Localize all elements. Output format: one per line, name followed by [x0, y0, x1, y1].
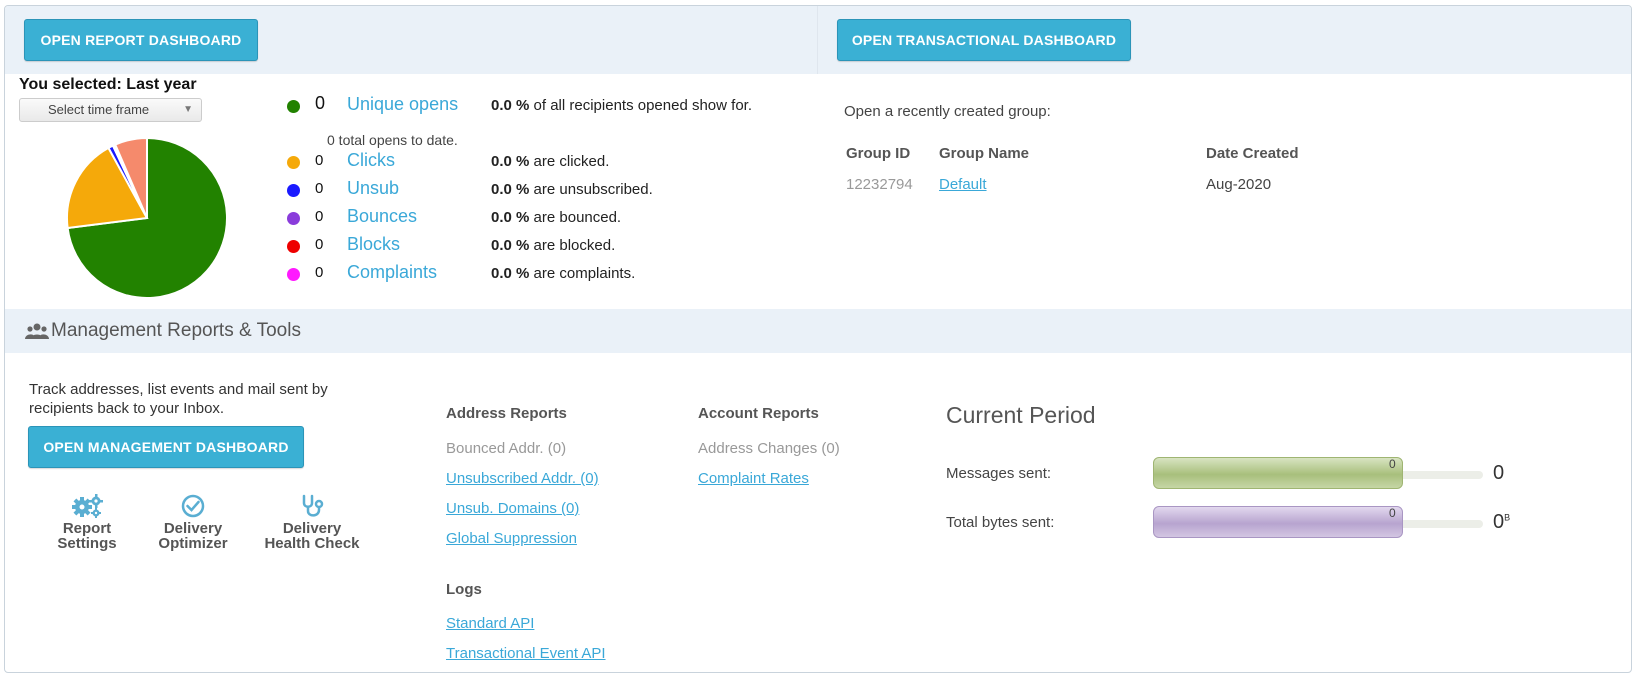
stat-description: 0.0 % are clicked.	[491, 153, 609, 170]
stat-percent: 0.0 %	[491, 265, 530, 282]
clicks-dot	[287, 156, 300, 169]
stat-description: 0.0 % are bounced.	[491, 209, 621, 226]
date-created-cell: Aug-2020	[1206, 176, 1272, 193]
open-report-dashboard-button[interactable]: OPEN REPORT DASHBOARD	[24, 19, 258, 61]
stat-count: 0	[315, 180, 324, 197]
management-description: Track addresses, list events and mail se…	[29, 381, 328, 417]
blocks-dot	[287, 240, 300, 253]
unsub-dot	[287, 184, 300, 197]
open-transactional-dashboard-button[interactable]: OPEN TRANSACTIONAL DASHBOARD	[837, 19, 1131, 61]
bounces-dot	[287, 212, 300, 225]
messages-sent-bar	[1153, 457, 1403, 489]
pie-slice-complaints	[113, 136, 148, 219]
tool-label: Delivery	[163, 520, 223, 537]
engagement-pie-chart	[66, 136, 228, 299]
recent-group-title: Open a recently created group:	[844, 103, 1051, 120]
date-created-header: Date Created	[1206, 145, 1299, 162]
stat-count: 0	[315, 236, 324, 253]
tool-label: Delivery	[282, 520, 342, 537]
stat-percent: 0.0 %	[491, 97, 530, 114]
stat-description: 0.0 % are unsubscribed.	[491, 181, 653, 198]
bytes-unit: B	[1504, 512, 1511, 523]
divider	[817, 6, 818, 74]
management-header-bar: Management Reports & Tools	[5, 309, 1631, 353]
chevron-down-icon: ▼	[183, 104, 193, 115]
stat-description: 0.0 % are blocked.	[491, 237, 615, 254]
complaints-dot	[287, 268, 300, 281]
address-reports-title: Address Reports	[446, 405, 567, 422]
management-title: Management Reports & Tools	[51, 320, 301, 341]
bounces-link[interactable]: Bounces	[347, 206, 418, 226]
delivery-optimizer-tool[interactable]: Delivery Optimizer	[153, 494, 233, 551]
standard-api-link[interactable]: Standard API	[446, 615, 535, 632]
stat-percent: 0.0 %	[491, 153, 530, 170]
current-period-title: Current Period	[946, 402, 1096, 428]
total-bytes-bar	[1153, 506, 1403, 538]
stat-description: 0.0 % are complaints.	[491, 265, 635, 282]
stat-count: 0	[315, 264, 324, 281]
delivery-health-check-tool[interactable]: Delivery Health Check	[257, 494, 367, 551]
total-bytes-number: 0	[1493, 511, 1505, 533]
top-bar: OPEN REPORT DASHBOARD OPEN TRANSACTIONAL…	[5, 6, 1631, 74]
stat-percent: 0.0 %	[491, 237, 530, 254]
group-name-header: Group Name	[939, 145, 1030, 162]
unsub-domains-link[interactable]: Unsub. Domains (0)	[446, 500, 580, 517]
total-bytes-value: 0B	[1493, 511, 1510, 534]
stat-count: 0	[315, 152, 324, 169]
stat-desc-text: are complaints.	[533, 265, 636, 282]
unique-opens-dot	[287, 100, 300, 113]
complaint-rates-link[interactable]: Complaint Rates	[698, 470, 809, 487]
transactional-event-api-link[interactable]: Transactional Event API	[446, 645, 606, 662]
bounced-addr-item: Bounced Addr. (0)	[446, 440, 567, 457]
dashboard-frame: OPEN REPORT DASHBOARD OPEN TRANSACTIONAL…	[4, 5, 1632, 673]
clicks-link[interactable]: Clicks	[347, 150, 395, 170]
tool-label: Optimizer	[158, 535, 228, 552]
total-bytes-label: Total bytes sent:	[946, 514, 1055, 531]
logs-title: Logs	[446, 581, 482, 598]
bytes-bar-value: 0	[1389, 506, 1396, 520]
users-icon	[25, 323, 49, 339]
total-opens-text: 0 total opens to date.	[327, 132, 458, 148]
time-frame-select[interactable]: Select time frame ▼	[19, 98, 202, 122]
stat-count: 0	[315, 208, 324, 225]
stat-percent: 0.0 %	[491, 209, 530, 226]
stat-percent: 0.0 %	[491, 181, 530, 198]
messages-bar-value: 0	[1389, 457, 1396, 471]
group-id-cell: 12232794	[846, 176, 913, 193]
blocks-link[interactable]: Blocks	[347, 234, 401, 254]
stethoscope-icon	[302, 494, 324, 517]
account-reports-title: Account Reports	[698, 405, 819, 422]
messages-sent-label: Messages sent:	[946, 465, 1052, 482]
messages-sent-value: 0	[1493, 462, 1505, 484]
unsubscribed-addr-link[interactable]: Unsubscribed Addr. (0)	[446, 470, 599, 487]
stat-description: 0.0 % of all recipients opened show for.	[491, 97, 752, 114]
stat-desc-text: of all recipients opened show for.	[533, 97, 752, 114]
stat-desc-text: are bounced.	[533, 209, 622, 226]
open-management-dashboard-button[interactable]: OPEN MANAGEMENT DASHBOARD	[28, 426, 304, 468]
report-settings-tool[interactable]: Report Settings	[47, 494, 127, 551]
group-id-header: Group ID	[846, 145, 911, 162]
tool-label: Report	[62, 520, 112, 537]
address-changes-item: Address Changes (0)	[698, 440, 840, 457]
gears-icon	[72, 494, 103, 518]
time-frame-placeholder: Select time frame	[48, 102, 150, 117]
stat-desc-text: are unsubscribed.	[533, 181, 653, 198]
tool-label: Health Check	[264, 535, 360, 552]
check-circle-icon	[181, 494, 205, 518]
stat-count: 0	[315, 93, 326, 113]
unsub-link[interactable]: Unsub	[347, 178, 400, 198]
stat-desc-text: are blocked.	[533, 237, 616, 254]
group-name-link[interactable]: Default	[939, 176, 987, 193]
complaints-link[interactable]: Complaints	[347, 262, 438, 282]
stat-desc-text: are clicked.	[533, 153, 610, 170]
tool-label: Settings	[57, 535, 117, 552]
pie-slice-clicks	[66, 146, 149, 230]
global-suppression-link[interactable]: Global Suppression	[446, 530, 577, 547]
unique-opens-link[interactable]: Unique opens	[347, 94, 459, 114]
selected-period-label: You selected: Last year	[19, 76, 197, 93]
